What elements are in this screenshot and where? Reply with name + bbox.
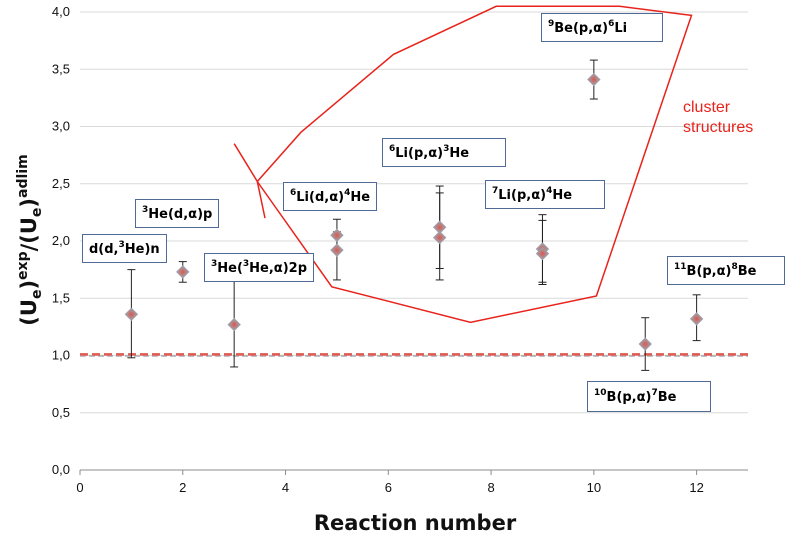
annotation-HedAlpha: 3He(d,α)p	[135, 199, 220, 228]
y-tick-label-2: 1,0	[52, 348, 70, 363]
y-tick-labels: 0,0 0,5 1,0 1,5 2,0 2,5 3,0 3,5 4,0	[52, 4, 70, 477]
annotation-Li7pAlpha: 7Li(p,α)4He	[485, 180, 605, 209]
data-point-11	[689, 312, 704, 326]
y-tick-label-6: 3,0	[52, 119, 70, 134]
x-tick-label-1: 2	[179, 480, 186, 495]
cluster-region-outline	[256, 5, 693, 324]
cluster-region-group	[233, 5, 693, 324]
data-point-4	[330, 243, 344, 257]
x-tick-label-4: 8	[487, 480, 494, 495]
data-point-9	[587, 72, 601, 87]
x-tick-label-6: 12	[689, 480, 703, 495]
annotation-HeHe: 3He(3He,α)2p	[204, 253, 315, 282]
y-tick-label-3: 1,5	[52, 290, 70, 305]
cluster-region-hook	[233, 143, 266, 219]
data-point-0	[124, 307, 139, 321]
annotation-B10pAlpha: 10B(p,α)7Be	[587, 381, 711, 412]
x-tick-label-3: 6	[385, 480, 392, 495]
annotation-Li6dAlpha: 6Li(d,α)4He	[283, 182, 378, 211]
x-tick-label-0: 0	[76, 480, 83, 495]
annotation-Be9pAlpha: 9Be(p,α)6Li	[541, 13, 663, 42]
y-tick-label-5: 2,5	[52, 176, 70, 191]
y-tick-label-0: 0,0	[52, 462, 70, 477]
x-axis-title: Reaction number	[314, 511, 517, 535]
y-tick-label-4: 2,0	[52, 233, 70, 248]
data-point-1	[176, 265, 190, 279]
y-tick-label-8: 4,0	[52, 4, 70, 19]
data-point-6	[432, 230, 447, 245]
x-tick-label-5: 10	[587, 480, 601, 495]
y-axis-title: (Ue)exp/(Ue)adlim	[15, 154, 45, 325]
cluster-label-line2: structures	[683, 119, 754, 136]
cluster-structures-label: cluster structures	[683, 98, 753, 138]
data-point-2	[227, 317, 241, 332]
reference-line-group	[80, 353, 748, 357]
cluster-label-line1: cluster	[683, 99, 731, 116]
annotation-ddHe: d(d,3He)n	[82, 234, 167, 263]
annotation-B11pAlpha: 11B(p,α)8Be	[667, 256, 785, 285]
annotation-Li6pAlpha: 6Li(p,α)3He	[382, 138, 506, 167]
y-tick-label-7: 3,5	[52, 61, 70, 76]
data-point-3	[330, 228, 344, 242]
data-point-10	[638, 337, 652, 351]
x-tick-labels: 0 2 4 6 8 10 12	[76, 480, 703, 495]
data-points	[124, 72, 704, 351]
axes	[79, 469, 748, 475]
x-tick-label-2: 4	[282, 480, 289, 495]
data-point-8	[535, 246, 550, 261]
y-tick-label-1: 0,5	[52, 405, 70, 420]
